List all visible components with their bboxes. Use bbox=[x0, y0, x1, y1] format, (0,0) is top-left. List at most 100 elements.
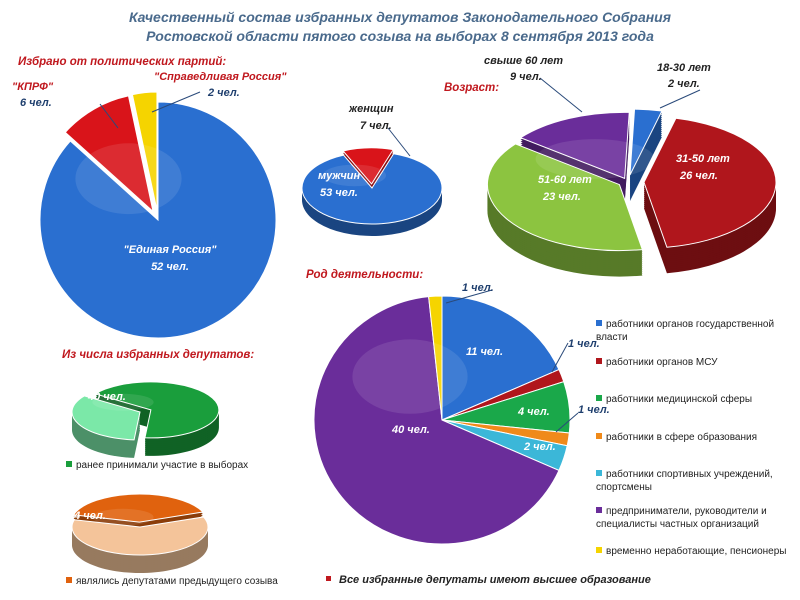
label-women-value: 7 чел. bbox=[360, 120, 392, 132]
pie-age-slice-3 bbox=[519, 111, 630, 180]
legend-prev-deputies-text: являлись депутатами предыдущего созыва bbox=[76, 576, 278, 587]
legend-prev-elections-text: ранее принимали участие в выборах bbox=[76, 460, 249, 471]
label-prev-deputies: 24 чел. bbox=[68, 510, 106, 522]
section-parties-title: Избрано от политических партий: bbox=[18, 56, 227, 68]
label-er-value: 52 чел. bbox=[151, 261, 189, 273]
label-occ-gov: 11 чел. bbox=[466, 346, 504, 358]
footnote: Все избранные депутаты имеют высшее обра… bbox=[326, 570, 651, 588]
label-18-30-name: 18-30 лет bbox=[657, 62, 711, 74]
pie-prev_elections bbox=[71, 381, 220, 458]
legend-occ-6-text: временно неработающие, пенсионеры bbox=[606, 546, 787, 557]
label-occ-med: 4 чел. bbox=[518, 406, 550, 418]
leader-line-7 bbox=[555, 412, 579, 433]
pie-gender-slice-0 bbox=[301, 153, 443, 225]
label-over60-value: 9 чел. bbox=[510, 71, 542, 83]
pie-age bbox=[486, 108, 777, 277]
title-line-1: Качественный состав избранных депутатов … bbox=[129, 9, 671, 25]
pie-parties-slice-1 bbox=[64, 95, 154, 213]
pie-prev_deputies bbox=[71, 493, 209, 574]
legend-swatch bbox=[66, 461, 72, 467]
pie-gender-highlight bbox=[323, 164, 386, 187]
label-sr-name: "Справедливая Россия" bbox=[154, 71, 287, 83]
label-over60-name: свыше 60 лет bbox=[484, 55, 563, 67]
legend-occ-0-text: работники органов государственной власти bbox=[596, 319, 775, 343]
leader-line-4 bbox=[659, 89, 701, 109]
leader-line-0 bbox=[99, 103, 119, 129]
legend-occ-5: предприниматели, руководители и специали… bbox=[596, 505, 796, 531]
pie-prev_elections-slice-0 bbox=[93, 381, 220, 439]
label-occ-msu: 1 чел. bbox=[568, 338, 600, 350]
legend-swatch bbox=[596, 320, 602, 326]
label-women-name: женщин bbox=[349, 103, 394, 115]
legend-occ-5-text: предприниматели, руководители и специали… bbox=[596, 506, 767, 530]
label-prev-elections: 40 чел. bbox=[88, 391, 126, 403]
legend-occ-1-text: работники органов МСУ bbox=[606, 357, 718, 368]
pie-occupation-slice-6 bbox=[428, 295, 443, 421]
label-er-name: "Единая Россия" bbox=[123, 244, 217, 256]
legend-swatch bbox=[596, 395, 602, 401]
label-occ-business: 40 чел. bbox=[392, 424, 430, 436]
pie-age-slice-1 bbox=[643, 117, 777, 248]
legend-swatch bbox=[66, 577, 72, 583]
footnote-bullet bbox=[326, 576, 331, 581]
pie-gender-slice-1 bbox=[342, 147, 395, 185]
pie-parties-slice-0 bbox=[39, 101, 277, 339]
pie-age-slice-2 bbox=[486, 143, 644, 252]
section-age-title: Возраст: bbox=[444, 82, 500, 94]
legend-swatch bbox=[596, 507, 602, 513]
pie-prev_elections-highlight bbox=[92, 393, 154, 411]
label-kprf-name: "КПРФ" bbox=[12, 81, 54, 93]
pie-prev_deputies-highlight bbox=[92, 508, 154, 526]
legend-occ-4-text: работники спортивных учреждений, спортсм… bbox=[596, 469, 773, 493]
pie-parties-highlight bbox=[75, 143, 182, 215]
pie-occupation-highlight bbox=[352, 339, 468, 414]
title-line-2: Ростовской области пятого созыва на выбо… bbox=[146, 28, 654, 44]
legend-occ-2-text: работники медицинской сферы bbox=[606, 394, 753, 405]
label-sr-value: 2 чел. bbox=[208, 87, 240, 99]
legend-occ-0: работники органов государственной власти bbox=[596, 318, 796, 344]
label-18-30-value: 2 чел. bbox=[668, 78, 700, 90]
leader-line-2 bbox=[387, 127, 411, 157]
legend-swatch bbox=[596, 358, 602, 364]
pie-parties bbox=[39, 91, 277, 339]
label-51-60-value: 23 чел. bbox=[543, 191, 581, 203]
pie-occupation-slice-5 bbox=[313, 296, 560, 545]
label-31-50-name: 31-50 лет bbox=[676, 153, 730, 165]
legend-occ-1: работники органов МСУ bbox=[596, 356, 796, 369]
pie-gender bbox=[301, 147, 443, 236]
leader-line-5 bbox=[445, 289, 493, 304]
leader-line-3 bbox=[539, 77, 583, 113]
label-occ-sport: 2 чел. bbox=[524, 441, 556, 453]
leader-line-6 bbox=[551, 342, 569, 373]
legend-occ-4: работники спортивных учреждений, спортсм… bbox=[596, 468, 796, 494]
pie-occupation-slice-0 bbox=[441, 295, 560, 421]
pie-occupation bbox=[313, 295, 571, 545]
section-among-title: Из числа избранных депутатов: bbox=[62, 349, 255, 361]
pie-prev_deputies-slice-0 bbox=[72, 493, 204, 523]
legend-swatch bbox=[596, 433, 602, 439]
legend-occ-6: временно неработающие, пенсионеры bbox=[596, 545, 796, 558]
pie-prev_elections-slice-1 bbox=[71, 395, 141, 441]
legend-swatch bbox=[596, 470, 602, 476]
legend-occ-3-text: работники в сфере образования bbox=[606, 432, 758, 443]
leader-line-1 bbox=[151, 91, 201, 113]
legend-swatch bbox=[596, 547, 602, 553]
pie-prev_deputies-slice-1 bbox=[71, 516, 209, 556]
label-occ-retired: 1 чел. bbox=[462, 282, 494, 294]
legend-occ-3: работники в сфере образования bbox=[596, 431, 796, 444]
label-kprf-value: 6 чел. bbox=[20, 97, 52, 109]
pie-age-slice-0 bbox=[629, 108, 663, 176]
label-occ-edu: 1 чел. bbox=[578, 404, 610, 416]
label-men-name: мужчин bbox=[318, 170, 361, 182]
footnote-text: Все избранные депутаты имеют высшее обра… bbox=[339, 574, 651, 586]
section-occupation-title: Род деятельности: bbox=[306, 269, 424, 281]
legend-prev-elections: ранее принимали участие в выборах bbox=[66, 459, 248, 472]
label-51-60-name: 51-60 лет bbox=[538, 174, 592, 186]
label-men-value: 53 чел. bbox=[320, 187, 358, 199]
pie-parties-slice-2 bbox=[131, 91, 158, 211]
label-31-50-value: 26 чел. bbox=[680, 170, 718, 182]
pie-age-highlight bbox=[535, 139, 655, 179]
page-title: Качественный состав избранных депутатов … bbox=[0, 8, 800, 46]
legend-prev-deputies: являлись депутатами предыдущего созыва bbox=[66, 575, 278, 588]
